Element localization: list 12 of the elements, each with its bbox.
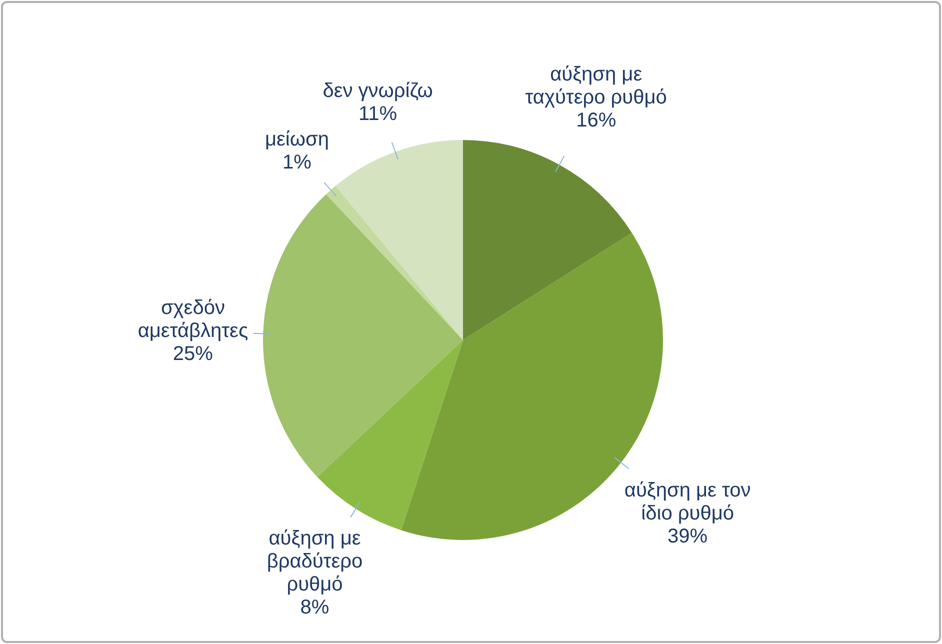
- slice-label: αύξηση με βραδύτερο ρυθμό: [266, 528, 363, 596]
- data-label: 25%: [172, 343, 214, 366]
- data-label: 1%: [282, 152, 312, 174]
- slice-label: μείωση: [264, 128, 329, 151]
- data-label: 39%: [668, 526, 708, 548]
- slice-label: αύξηση με ταχύτερο ρυθμό: [525, 63, 667, 108]
- slice-label: σχεδόν αμετάβλητες: [138, 297, 248, 342]
- data-label: 11%: [358, 103, 398, 126]
- data-label: 16%: [576, 109, 616, 132]
- slice-label: αύξηση με τον ίδιο ρυθμό: [624, 480, 751, 525]
- slice-label: δεν γνωρίζω: [322, 80, 433, 102]
- data-label: 8%: [300, 596, 330, 619]
